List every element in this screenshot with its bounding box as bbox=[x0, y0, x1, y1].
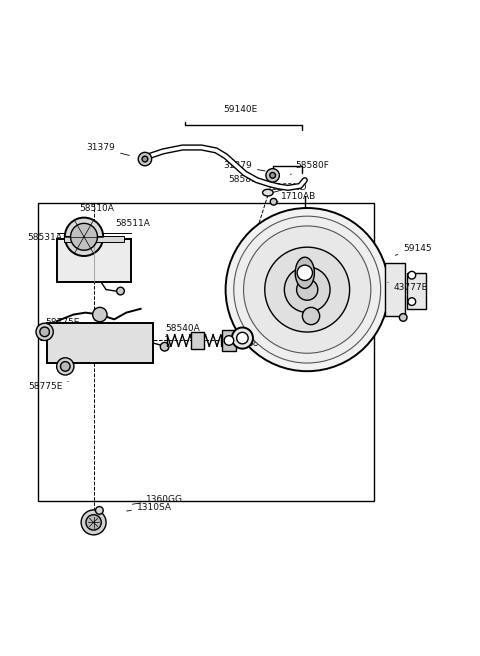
Bar bbox=[385, 263, 405, 316]
Text: 1310SA: 1310SA bbox=[127, 503, 172, 512]
Circle shape bbox=[81, 510, 106, 535]
Bar bbox=[38, 203, 374, 501]
Text: 58523C: 58523C bbox=[248, 329, 289, 339]
Ellipse shape bbox=[263, 190, 273, 196]
Text: 59140E: 59140E bbox=[223, 106, 257, 114]
Text: 1710AB: 1710AB bbox=[276, 192, 316, 202]
Text: 1362ND: 1362ND bbox=[271, 183, 308, 193]
Text: 58775E: 58775E bbox=[45, 318, 79, 327]
Bar bbox=[47, 323, 153, 363]
Text: 58531A: 58531A bbox=[27, 234, 74, 242]
Circle shape bbox=[117, 287, 124, 295]
Bar bbox=[191, 332, 204, 349]
Text: 59145: 59145 bbox=[396, 244, 432, 255]
Circle shape bbox=[224, 336, 234, 345]
Text: 58580F: 58580F bbox=[290, 161, 329, 174]
Ellipse shape bbox=[295, 257, 314, 289]
Text: 43777B: 43777B bbox=[388, 282, 428, 292]
Circle shape bbox=[138, 152, 152, 166]
Circle shape bbox=[243, 226, 371, 353]
Circle shape bbox=[408, 298, 416, 306]
Circle shape bbox=[40, 327, 49, 337]
Circle shape bbox=[237, 333, 248, 344]
Circle shape bbox=[408, 272, 416, 279]
Circle shape bbox=[226, 208, 389, 371]
Circle shape bbox=[399, 314, 407, 321]
Circle shape bbox=[86, 515, 101, 530]
Circle shape bbox=[93, 308, 107, 321]
Text: 58511A: 58511A bbox=[115, 219, 150, 228]
Circle shape bbox=[160, 342, 169, 351]
Circle shape bbox=[142, 156, 148, 162]
Circle shape bbox=[270, 198, 277, 205]
Text: 58775E: 58775E bbox=[28, 381, 68, 391]
Bar bbox=[64, 236, 124, 241]
Circle shape bbox=[234, 216, 381, 363]
Text: 59110B: 59110B bbox=[305, 310, 369, 319]
Circle shape bbox=[232, 327, 253, 348]
Circle shape bbox=[284, 267, 330, 312]
Text: 1360GG: 1360GG bbox=[132, 495, 183, 504]
Circle shape bbox=[266, 169, 279, 182]
Text: 31379: 31379 bbox=[86, 144, 129, 155]
Circle shape bbox=[297, 279, 318, 300]
Circle shape bbox=[65, 218, 103, 256]
Circle shape bbox=[270, 173, 276, 178]
Circle shape bbox=[36, 323, 53, 340]
Circle shape bbox=[71, 223, 97, 250]
Circle shape bbox=[297, 265, 312, 281]
Text: 58540A: 58540A bbox=[166, 325, 200, 337]
Bar bbox=[57, 239, 131, 282]
Circle shape bbox=[57, 358, 74, 375]
Circle shape bbox=[302, 308, 320, 325]
Text: 58510A: 58510A bbox=[79, 205, 114, 213]
Bar bbox=[222, 330, 236, 351]
Circle shape bbox=[96, 506, 103, 514]
Text: 31379: 31379 bbox=[223, 161, 265, 171]
Bar bbox=[407, 273, 426, 309]
Circle shape bbox=[265, 247, 349, 332]
Circle shape bbox=[60, 361, 70, 371]
Text: 58581: 58581 bbox=[228, 174, 265, 184]
Text: 58550A: 58550A bbox=[240, 339, 282, 348]
